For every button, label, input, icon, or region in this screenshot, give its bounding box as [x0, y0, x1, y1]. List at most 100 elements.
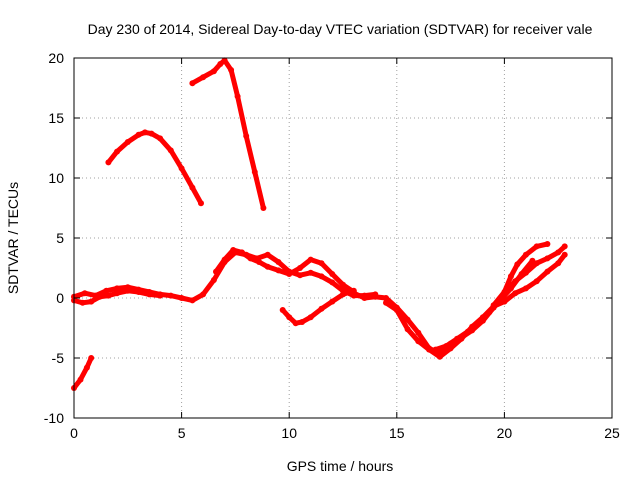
data-point — [436, 353, 443, 360]
data-point — [372, 293, 379, 300]
data-point — [247, 255, 254, 262]
data-point — [318, 273, 325, 280]
series-arc-a — [71, 355, 95, 391]
data-point — [114, 285, 120, 292]
data-point — [213, 268, 219, 275]
data-point — [432, 346, 439, 353]
data-point — [286, 314, 293, 321]
data-point — [217, 61, 224, 67]
series-line — [189, 57, 266, 211]
data-point — [286, 271, 293, 277]
data-point — [522, 285, 529, 292]
data-point — [105, 292, 112, 299]
data-point — [454, 335, 461, 342]
data-point — [475, 320, 482, 327]
data-point — [361, 295, 368, 301]
data-point — [228, 67, 235, 73]
data-point — [200, 291, 207, 298]
data-point — [260, 205, 267, 211]
y-tick-label: 20 — [48, 50, 64, 66]
y-tick-label: 15 — [48, 110, 64, 126]
data-point — [83, 364, 90, 371]
data-point — [533, 243, 540, 250]
data-point — [157, 292, 164, 299]
data-point — [167, 147, 174, 154]
data-point — [146, 291, 153, 298]
data-point — [507, 273, 514, 280]
data-point — [221, 57, 228, 64]
axis-ticks: 0 5 10 15 20 25 -10 -5 0 5 10 15 20 — [44, 50, 620, 441]
data-point — [124, 139, 131, 145]
data-point — [148, 130, 155, 137]
data-point — [318, 305, 325, 312]
data-point — [238, 249, 245, 256]
y-axis-label: SDTVAR / TECUs — [5, 182, 21, 294]
series-arc-g — [279, 287, 357, 327]
data-point — [555, 260, 562, 267]
y-tick-label: -10 — [44, 410, 64, 426]
y-tick-label: 5 — [56, 230, 64, 246]
chart-title: Day 230 of 2014, Sidereal Day-to-day VTE… — [88, 21, 593, 37]
data-point — [393, 307, 400, 313]
data-point — [329, 271, 336, 277]
x-tick-label: 25 — [604, 425, 620, 441]
data-point — [464, 328, 471, 335]
data-point — [297, 265, 303, 271]
data-point — [533, 278, 540, 285]
x-tick-label: 5 — [178, 425, 186, 441]
data-point — [383, 295, 389, 301]
data-point — [518, 271, 525, 277]
series-line — [71, 355, 94, 391]
data-point — [497, 297, 504, 304]
series-arc-c — [189, 57, 267, 211]
y-tick-label: 0 — [56, 290, 64, 306]
data-point — [340, 291, 346, 298]
x-tick-label: 0 — [70, 425, 78, 441]
data-point — [544, 255, 551, 262]
data-point — [415, 329, 422, 336]
data-point — [189, 184, 196, 191]
data-point — [544, 241, 551, 247]
data-point — [561, 243, 568, 250]
data-point — [198, 200, 204, 207]
data-point — [443, 343, 450, 349]
x-tick-label: 15 — [389, 425, 405, 441]
y-tick-label: 10 — [48, 170, 64, 186]
series-line — [433, 258, 535, 353]
data-point — [426, 346, 433, 353]
data-point — [529, 257, 536, 264]
data-point — [157, 135, 164, 142]
data-point — [178, 165, 185, 172]
data-point — [514, 261, 521, 268]
x-tick-label: 20 — [497, 425, 513, 441]
data-point — [561, 251, 568, 258]
series-arc-e — [71, 287, 164, 306]
data-point — [329, 298, 336, 305]
data-point — [189, 80, 196, 87]
grid-lines — [74, 58, 612, 418]
data-point — [329, 279, 336, 286]
data-point — [251, 169, 258, 175]
data-point — [210, 68, 217, 75]
data-point — [88, 298, 95, 305]
data-point — [507, 285, 514, 292]
data-point — [279, 307, 286, 313]
data-point — [221, 256, 228, 263]
data-point — [307, 269, 314, 276]
data-point — [88, 355, 95, 361]
data-point — [256, 259, 263, 265]
data-point — [103, 287, 110, 294]
data-point — [340, 285, 346, 292]
data-point — [124, 287, 131, 294]
data-point — [178, 295, 185, 301]
data-point — [512, 290, 519, 297]
series-arc-k — [432, 257, 536, 353]
data-point — [230, 247, 237, 253]
data-point — [404, 316, 411, 323]
data-series — [71, 57, 568, 391]
data-point — [350, 290, 357, 297]
data-point — [318, 260, 325, 267]
data-point — [307, 256, 314, 263]
data-point — [486, 309, 493, 316]
